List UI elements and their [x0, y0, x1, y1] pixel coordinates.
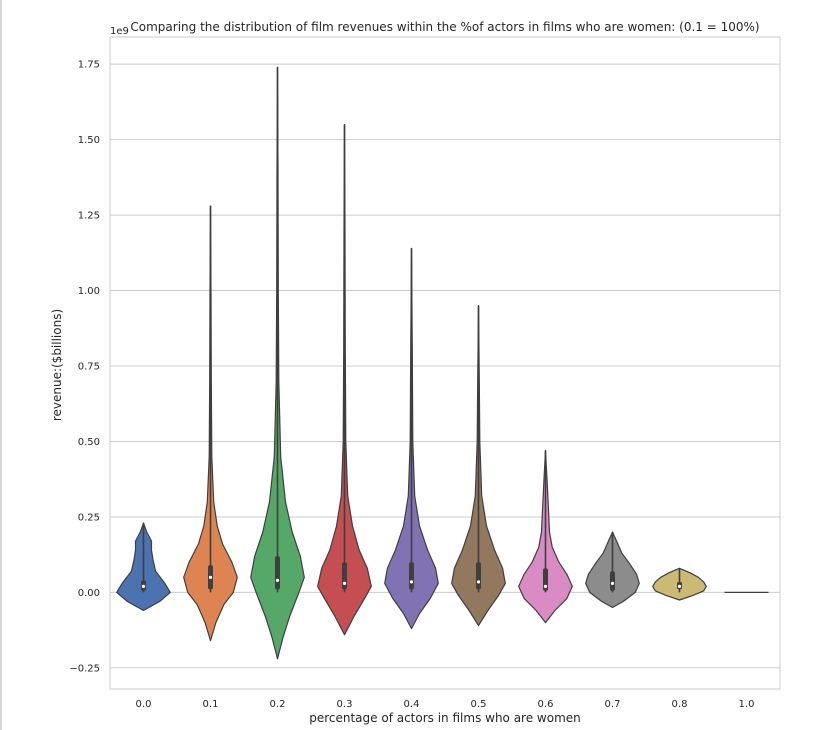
window-left-edge — [0, 0, 2, 730]
violin-iqr-box — [543, 568, 548, 591]
violin-0.0 — [116, 522, 171, 612]
y-tick-label: 1.00 — [78, 286, 100, 297]
violin-median-dot — [476, 580, 481, 584]
x-tick-label: 0.3 — [337, 699, 353, 710]
violin-iqr-box — [275, 556, 280, 590]
violin-median-dot — [543, 584, 548, 588]
y-tick-label: 0.25 — [78, 512, 100, 523]
y-tick-label: 1.50 — [78, 135, 100, 146]
y-offset-text: 1e9 — [110, 26, 129, 37]
y-tick-label: 0.50 — [78, 437, 100, 448]
y-tick-label: 0.00 — [78, 588, 100, 599]
violin-median-dot — [208, 575, 213, 579]
violin-0.2 — [250, 66, 305, 660]
y-tick-label: −0.25 — [69, 663, 100, 674]
violin-median-dot — [677, 584, 682, 588]
grid-lines — [110, 63, 780, 669]
chart-title: Comparing the distribution of film reven… — [130, 20, 759, 34]
violin-0.8 — [652, 567, 707, 601]
violin-iqr-box — [409, 562, 414, 590]
violin-iqr-box — [610, 571, 615, 591]
x-tick-label: 0.6 — [538, 699, 554, 710]
x-tick-label: 0.4 — [404, 699, 420, 710]
x-tick-label: 0.1 — [203, 699, 219, 710]
x-tick-label: 0.8 — [672, 699, 688, 710]
x-axis-ticks: 0.0 0.1 0.2 0.3 0.4 0.5 0.6 0.7 0.8 1.0 — [136, 699, 755, 710]
y-tick-label: 1.75 — [78, 60, 100, 71]
x-tick-label: 0.0 — [136, 699, 152, 710]
violin-0.1 — [183, 205, 238, 642]
x-tick-label: 0.2 — [270, 699, 286, 710]
violins — [116, 66, 769, 660]
x-axis-label: percentage of actors in films who are wo… — [309, 711, 581, 725]
violin-median-dot — [610, 581, 615, 585]
violin-0.3 — [317, 123, 372, 636]
violin-median-dot — [275, 578, 280, 582]
x-tick-label: 0.7 — [605, 699, 621, 710]
violin-median-dot — [409, 580, 414, 584]
y-axis-label: revenue:($billions) — [50, 309, 64, 421]
violin-iqr-box — [342, 562, 347, 590]
violin-0.4 — [384, 247, 439, 630]
y-tick-label: 0.75 — [78, 362, 100, 373]
violin-0.5 — [451, 305, 506, 627]
x-tick-label: 1.0 — [739, 699, 755, 710]
y-tick-label: 1.25 — [78, 211, 100, 222]
x-tick-label: 0.5 — [471, 699, 487, 710]
violin-0.6 — [518, 449, 573, 624]
violin-iqr-box — [476, 562, 481, 590]
violin-median-dot — [141, 584, 146, 588]
violin-median-dot — [342, 581, 347, 585]
violin-0.7 — [585, 531, 640, 609]
y-axis-ticks: −0.25 0.00 0.25 0.50 0.75 1.00 1.25 1.50 1.75 — [69, 60, 100, 675]
